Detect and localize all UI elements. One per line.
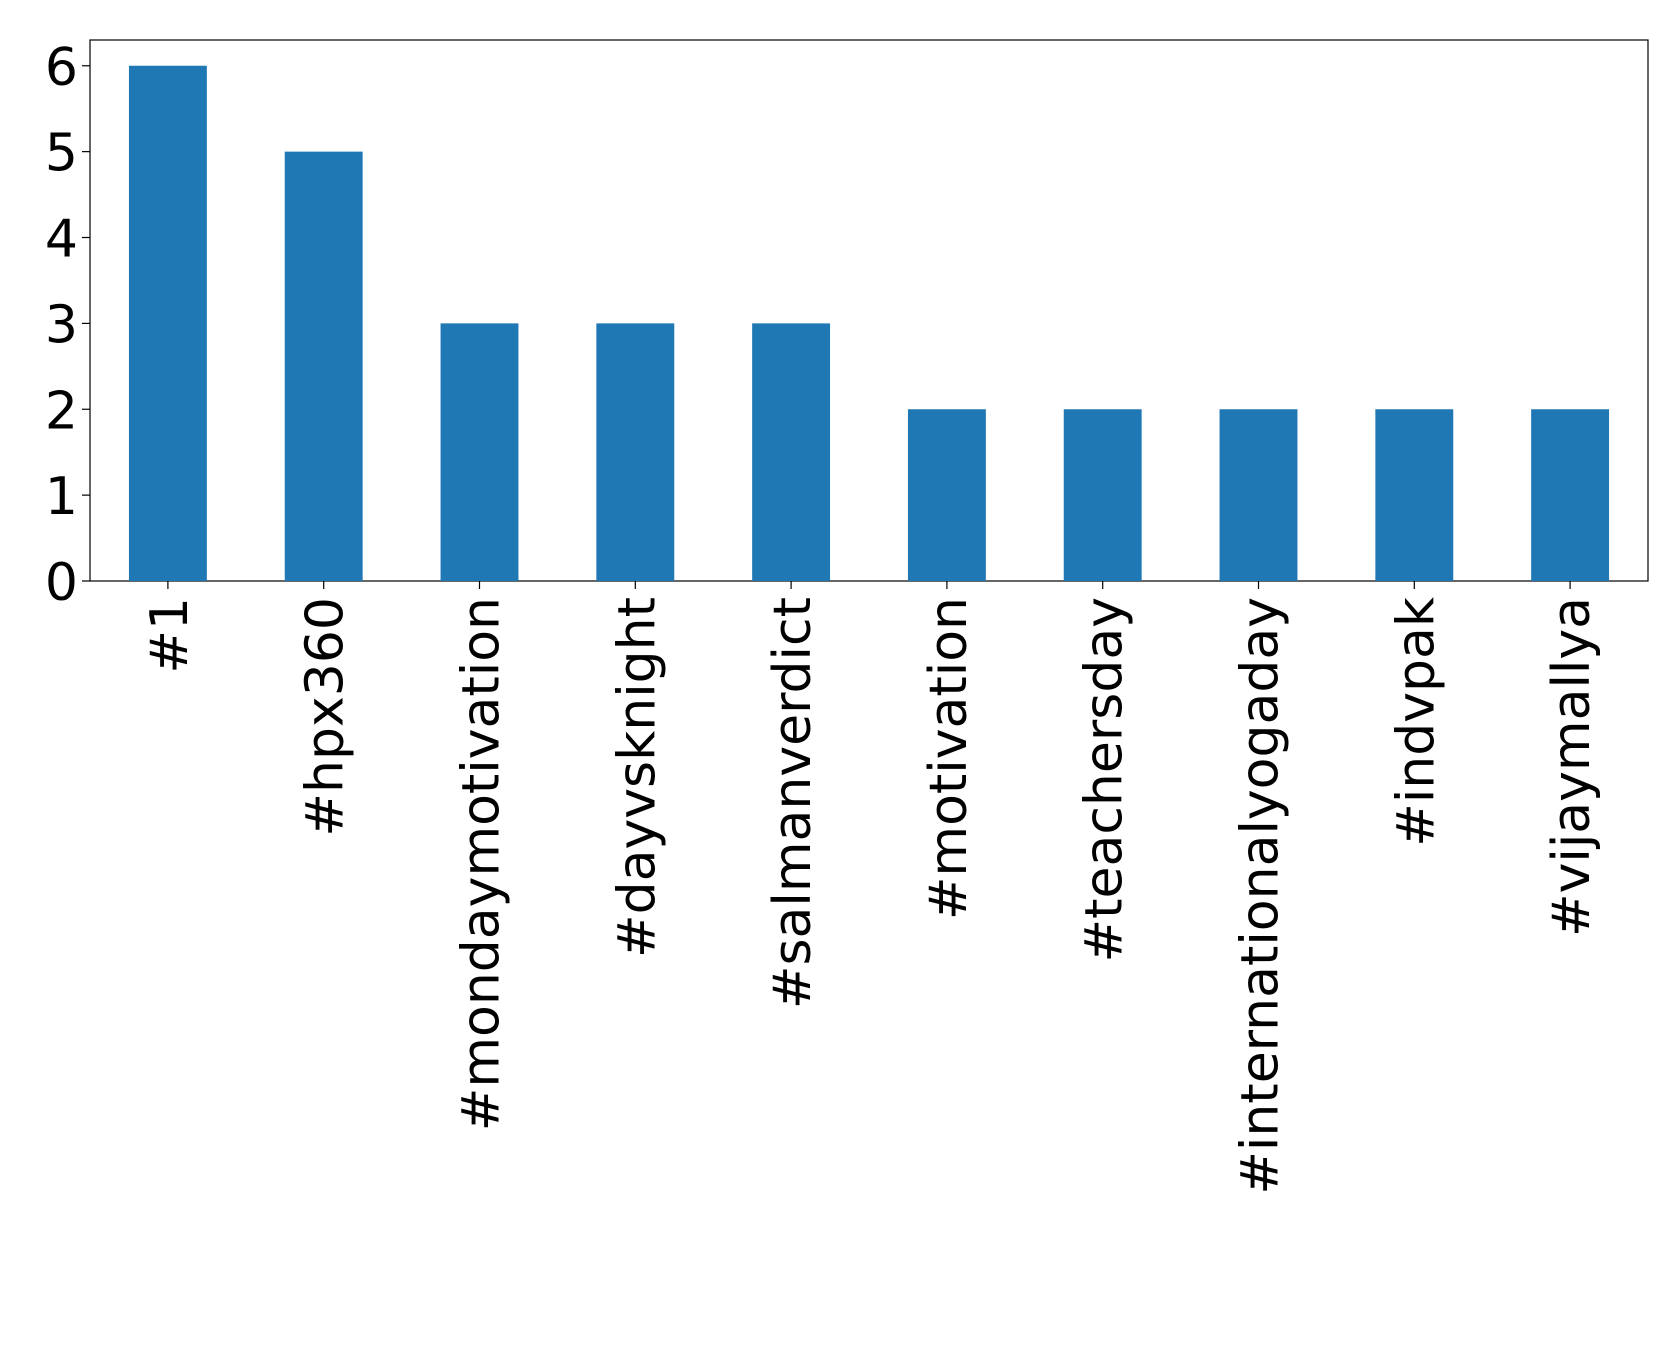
bar xyxy=(1531,409,1610,581)
bar xyxy=(284,151,363,581)
x-tick-label: #indvpak xyxy=(1386,597,1446,847)
bar xyxy=(128,65,207,581)
y-tick-label: 4 xyxy=(45,210,78,270)
y-tick-label: 2 xyxy=(45,381,78,441)
bar xyxy=(440,323,519,581)
bar xyxy=(1063,409,1142,581)
x-tick-label: #salmanverdict xyxy=(763,597,823,1009)
x-tick-label: #mondaymotivation xyxy=(452,597,512,1131)
plot-frame xyxy=(89,39,1649,582)
bar xyxy=(1219,409,1298,581)
bar xyxy=(1375,409,1454,581)
bar xyxy=(752,323,831,581)
y-tick-label: 5 xyxy=(45,124,78,184)
x-tick-label: #vijaymallya xyxy=(1542,597,1602,937)
y-tick-label: 1 xyxy=(45,467,78,527)
x-tick-label: #dayvsknight xyxy=(607,597,667,958)
y-tick-label: 3 xyxy=(45,295,78,355)
x-tick-label: #hpx360 xyxy=(296,597,356,837)
bar xyxy=(596,323,675,581)
y-tick-label: 6 xyxy=(45,38,78,98)
y-tick-label: 0 xyxy=(45,553,78,613)
x-tick-label: #internationalyogaday xyxy=(1231,597,1291,1195)
x-tick-label: #motivation xyxy=(919,597,979,920)
x-tick-label: #teachersday xyxy=(1075,597,1135,962)
x-tick-label: #1 xyxy=(140,597,200,674)
bar xyxy=(907,409,986,581)
